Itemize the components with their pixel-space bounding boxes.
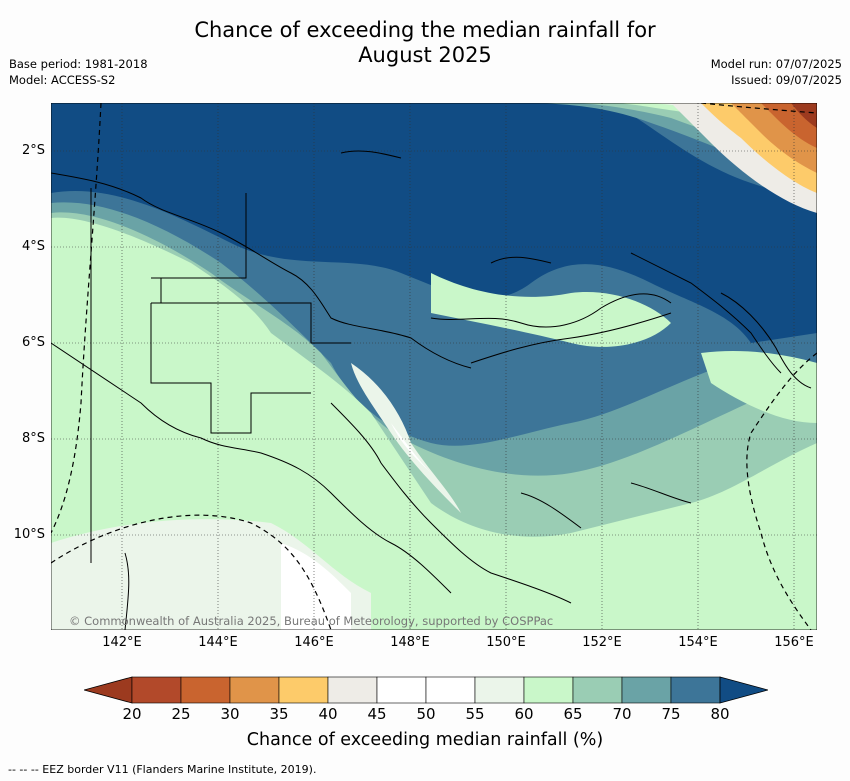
band-white xyxy=(281,423,431,630)
colorbar-title: Chance of exceeding median rainfall (%) xyxy=(246,730,604,750)
lon-label: 154°E xyxy=(678,635,718,650)
colorbar-tick-label: 65 xyxy=(563,705,583,723)
title-line-1: Chance of exceeding the median rainfall … xyxy=(194,18,656,42)
colorbar-segment xyxy=(474,676,525,704)
colorbar-tick-label: 75 xyxy=(661,705,681,723)
colorbar-tick-label: 55 xyxy=(465,705,485,723)
eez-borders xyxy=(51,103,817,630)
band-dry-20 xyxy=(791,103,817,128)
colorbar-segment xyxy=(278,676,329,704)
lat-label: 10°S xyxy=(13,527,45,542)
colorbar-segment xyxy=(670,676,721,704)
map-title: Chance of exceeding the median rainfall … xyxy=(0,18,850,68)
copyright-notice: © Commonwealth of Australia 2025, Bureau… xyxy=(69,614,554,628)
colorbar-tick-label: 30 xyxy=(220,705,240,723)
lat-label: 8°S xyxy=(21,431,45,446)
lon-label: 148°E xyxy=(390,635,430,650)
lat-label: 4°S xyxy=(21,239,45,254)
band-lower-green xyxy=(51,103,817,630)
colorbar-tick-label: 70 xyxy=(612,705,632,723)
lon-label: 150°E xyxy=(486,635,526,650)
lat-label: 6°S xyxy=(21,335,45,350)
lon-label: 152°E xyxy=(582,635,622,650)
colorbar-tick-label: 50 xyxy=(416,705,436,723)
eez-legend-note: -- -- -- EEZ border V11 (Flanders Marine… xyxy=(8,763,317,776)
colorbar-extend-high xyxy=(719,676,768,704)
lon-label: 156°E xyxy=(774,635,814,650)
model-name: Model: ACCESS-S2 xyxy=(9,73,116,87)
meta-right: Model run: 07/07/2025 Issued: 09/07/2025 xyxy=(711,56,842,88)
title-line-2: August 2025 xyxy=(358,43,492,67)
colorbar-tick-label: 25 xyxy=(171,705,191,723)
lon-label: 146°E xyxy=(294,635,334,650)
colorbar-tick-label: 20 xyxy=(122,705,142,723)
colorbar-tick-label: 35 xyxy=(269,705,289,723)
colorbar-tick-label: 45 xyxy=(367,705,387,723)
colorbar-segment xyxy=(180,676,231,704)
colorbar-extend-low xyxy=(84,676,133,704)
colorbar-segment xyxy=(131,676,182,704)
grid-lines xyxy=(51,103,817,630)
colorbar-segment xyxy=(229,676,280,704)
lon-label: 142°E xyxy=(102,635,142,650)
lat-label: 2°S xyxy=(21,143,45,158)
colorbar-segment xyxy=(376,676,427,704)
base-period: Base period: 1981-2018 xyxy=(9,57,148,71)
colorbar xyxy=(84,676,768,704)
colorbar-segment xyxy=(327,676,378,704)
rainfall-map xyxy=(51,103,817,630)
issued-date: Issued: 09/07/2025 xyxy=(731,73,842,87)
band-55-60 xyxy=(51,103,817,630)
model-run: Model run: 07/07/2025 xyxy=(710,57,842,71)
colorbar-tick-label: 60 xyxy=(514,705,534,723)
lon-label: 144°E xyxy=(198,635,238,650)
colorbar-tick-label: 40 xyxy=(318,705,338,723)
colorbar-segment xyxy=(572,676,623,704)
colorbar-segment xyxy=(425,676,476,704)
colorbar-tick-label: 80 xyxy=(710,705,730,723)
meta-left: Base period: 1981-2018 Model: ACCESS-S2 xyxy=(9,56,148,88)
colorbar-segment xyxy=(621,676,672,704)
colorbar-segment xyxy=(523,676,574,704)
